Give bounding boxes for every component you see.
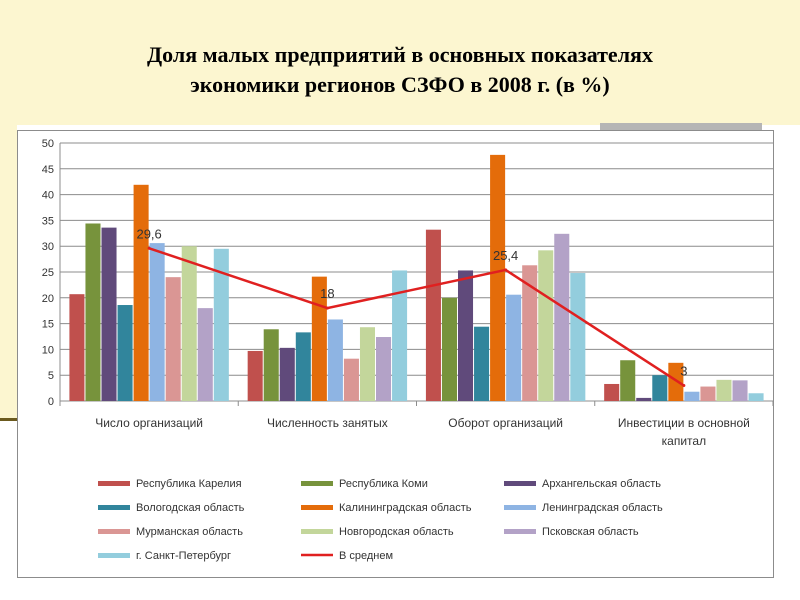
bar-7-1: [165, 277, 181, 401]
legend-swatch: [98, 553, 130, 558]
legend-label: Калининградская область: [339, 502, 472, 514]
x-category-label: Численность занятых: [267, 416, 388, 430]
x-category-label: Инвестиции в основной: [618, 416, 750, 430]
y-tick-label: 30: [42, 241, 54, 253]
bar-8-2: [359, 327, 376, 401]
bar-6-2: [327, 319, 343, 401]
bar-9-3: [554, 233, 570, 401]
legend-label: г. Санкт-Петербург: [136, 550, 231, 562]
slide-accent-bar: [600, 123, 762, 130]
legend-label: Новгородская область: [339, 526, 454, 538]
legend-swatch: [504, 505, 536, 510]
y-tick-label: 20: [42, 293, 54, 305]
y-tick-label: 0: [48, 396, 54, 408]
average-data-label: 25,4: [493, 248, 518, 263]
bar-3-2: [279, 347, 295, 401]
bar-4-4: [652, 375, 668, 401]
legend-label: Вологодская область: [136, 502, 245, 514]
legend-swatch: [98, 481, 130, 486]
bar-1-2: [247, 350, 263, 401]
average-data-label: 29,6: [136, 226, 161, 241]
y-tick-label: 45: [42, 164, 54, 176]
legend-label: Мурманская область: [136, 526, 243, 538]
bar-9-1: [197, 308, 213, 401]
legend-swatch: [301, 505, 333, 510]
legend-label: Псковская область: [542, 526, 639, 538]
legend-swatch: [301, 481, 333, 486]
bar-6-3: [506, 294, 522, 401]
y-tick-label: 15: [42, 319, 54, 331]
bar-6-1: [149, 243, 165, 401]
average-point-2: [325, 306, 329, 310]
bar-8-4: [716, 379, 732, 401]
bar-4-1: [117, 305, 133, 401]
y-tick-label: 35: [42, 215, 54, 227]
average-line: [148, 247, 685, 387]
bar-2-3: [441, 297, 457, 401]
bar-10-1: [213, 248, 229, 401]
y-tick-label: 40: [42, 190, 54, 202]
x-category-label: Число организаций: [95, 416, 203, 430]
legend-label: В среднем: [339, 550, 393, 562]
legend-swatch: [98, 529, 130, 534]
bar-10-4: [748, 393, 764, 401]
legend-swatch: [301, 529, 333, 534]
x-category-label: Оборот организаций: [448, 416, 563, 430]
slide-left-band: [0, 0, 17, 418]
bar-7-2: [343, 358, 359, 401]
bar-1-1: [69, 294, 85, 401]
legend-label: Республика Коми: [339, 478, 428, 490]
bar-3-3: [457, 270, 474, 401]
bar-5-3: [490, 154, 506, 401]
average-point-4: [682, 384, 686, 388]
y-tick-label: 25: [42, 267, 54, 279]
bar-4-2: [295, 332, 311, 401]
bar-7-4: [700, 386, 716, 401]
slide-title-line-1: Доля малых предприятий в основных показа…: [147, 42, 653, 67]
bar-2-1: [85, 223, 101, 401]
bar-8-1: [181, 246, 197, 401]
bar-10-3: [570, 273, 586, 401]
chart-frame: 0 5 10 15 20 25 30 35 40 45 50 Число организаций Чис…: [17, 130, 774, 578]
x-category-label: капитал: [662, 434, 706, 448]
average-data-label: 18: [320, 286, 334, 301]
bar-3-4: [636, 397, 652, 401]
average-point-3: [504, 268, 508, 272]
legend-swatch: [98, 505, 130, 510]
legend-label: Ленинградская область: [542, 502, 663, 514]
bar-2-4: [620, 360, 636, 401]
legend-label: Республика Карелия: [136, 478, 242, 490]
slide-left-rule: [0, 418, 17, 421]
slide-header-band: [17, 0, 800, 125]
bar-10-2: [392, 270, 408, 401]
bar-7-3: [522, 265, 538, 401]
bar-line-chart: 0 5 10 15 20 25 30 35 40 45 50 Число организаций Чис…: [42, 138, 774, 562]
bar-5-4: [668, 362, 684, 401]
y-tick-label: 5: [48, 370, 54, 382]
bar-5-1: [133, 184, 149, 401]
y-tick-label: 50: [42, 138, 54, 150]
bar-9-4: [732, 380, 748, 401]
bar-6-4: [684, 391, 700, 401]
legend-swatch: [504, 529, 536, 534]
average-point-1: [147, 246, 151, 250]
legend-swatch: [504, 481, 536, 486]
slide-title-line-2: экономики регионов СЗФО в 2008 г. (в %): [190, 72, 610, 97]
slide-title: Доля малых предприятий в основных показа…: [60, 40, 740, 100]
legend-label: Архангельская область: [542, 478, 661, 490]
bar-4-3: [474, 326, 490, 401]
bar-9-2: [376, 337, 392, 401]
bar-3-1: [101, 227, 117, 401]
bar-2-2: [263, 329, 279, 401]
bar-1-4: [604, 383, 620, 401]
bar-8-3: [538, 250, 554, 401]
y-tick-label: 10: [42, 344, 54, 356]
average-data-label: 3: [680, 364, 687, 379]
bar-1-3: [425, 229, 441, 401]
